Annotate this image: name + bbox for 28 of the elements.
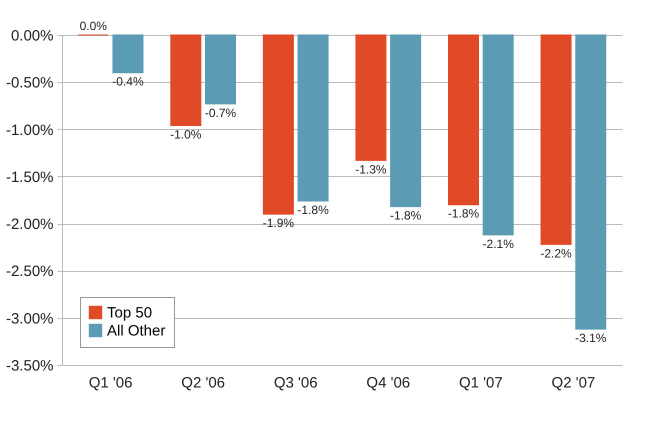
data-label: -1.8% <box>448 206 480 221</box>
y-tick-label: -1.00% <box>6 122 54 139</box>
x-tick-label: Q1 '07 <box>458 374 503 392</box>
y-tick-label: -2.00% <box>6 216 54 234</box>
x-tick-label: Q3 '06 <box>274 374 318 392</box>
x-tick-label: Q2 '07 <box>552 374 596 392</box>
y-tick-label: -1.50% <box>6 168 54 186</box>
data-label: -1.3% <box>355 162 387 176</box>
data-label: -0.4% <box>112 74 144 89</box>
y-tick-label: -3.00% <box>6 310 54 328</box>
legend-label: All Other <box>107 322 166 340</box>
y-tick-label: -0.50% <box>6 74 54 92</box>
data-label: -0.7% <box>204 106 237 120</box>
x-tick-label: Q4 '06 <box>366 374 410 392</box>
data-label: -1.8% <box>297 202 330 217</box>
data-label: -3.1% <box>575 331 607 346</box>
data-label: -2.2% <box>540 246 572 260</box>
data-label: 0.0% <box>80 19 108 33</box>
data-label: -1.9% <box>262 216 294 230</box>
x-tick-label: Q1 '06 <box>88 374 132 392</box>
data-label: -2.1% <box>482 236 514 251</box>
y-tick-label: 0.00% <box>10 28 54 44</box>
y-tick-label: -2.50% <box>6 263 54 280</box>
data-label: -1.8% <box>390 208 422 223</box>
y-tick-label: -3.50% <box>6 358 54 374</box>
x-tick-label: Q2 '06 <box>181 374 226 392</box>
legend-label: Top 50 <box>107 304 152 322</box>
data-label: -1.0% <box>170 128 202 142</box>
